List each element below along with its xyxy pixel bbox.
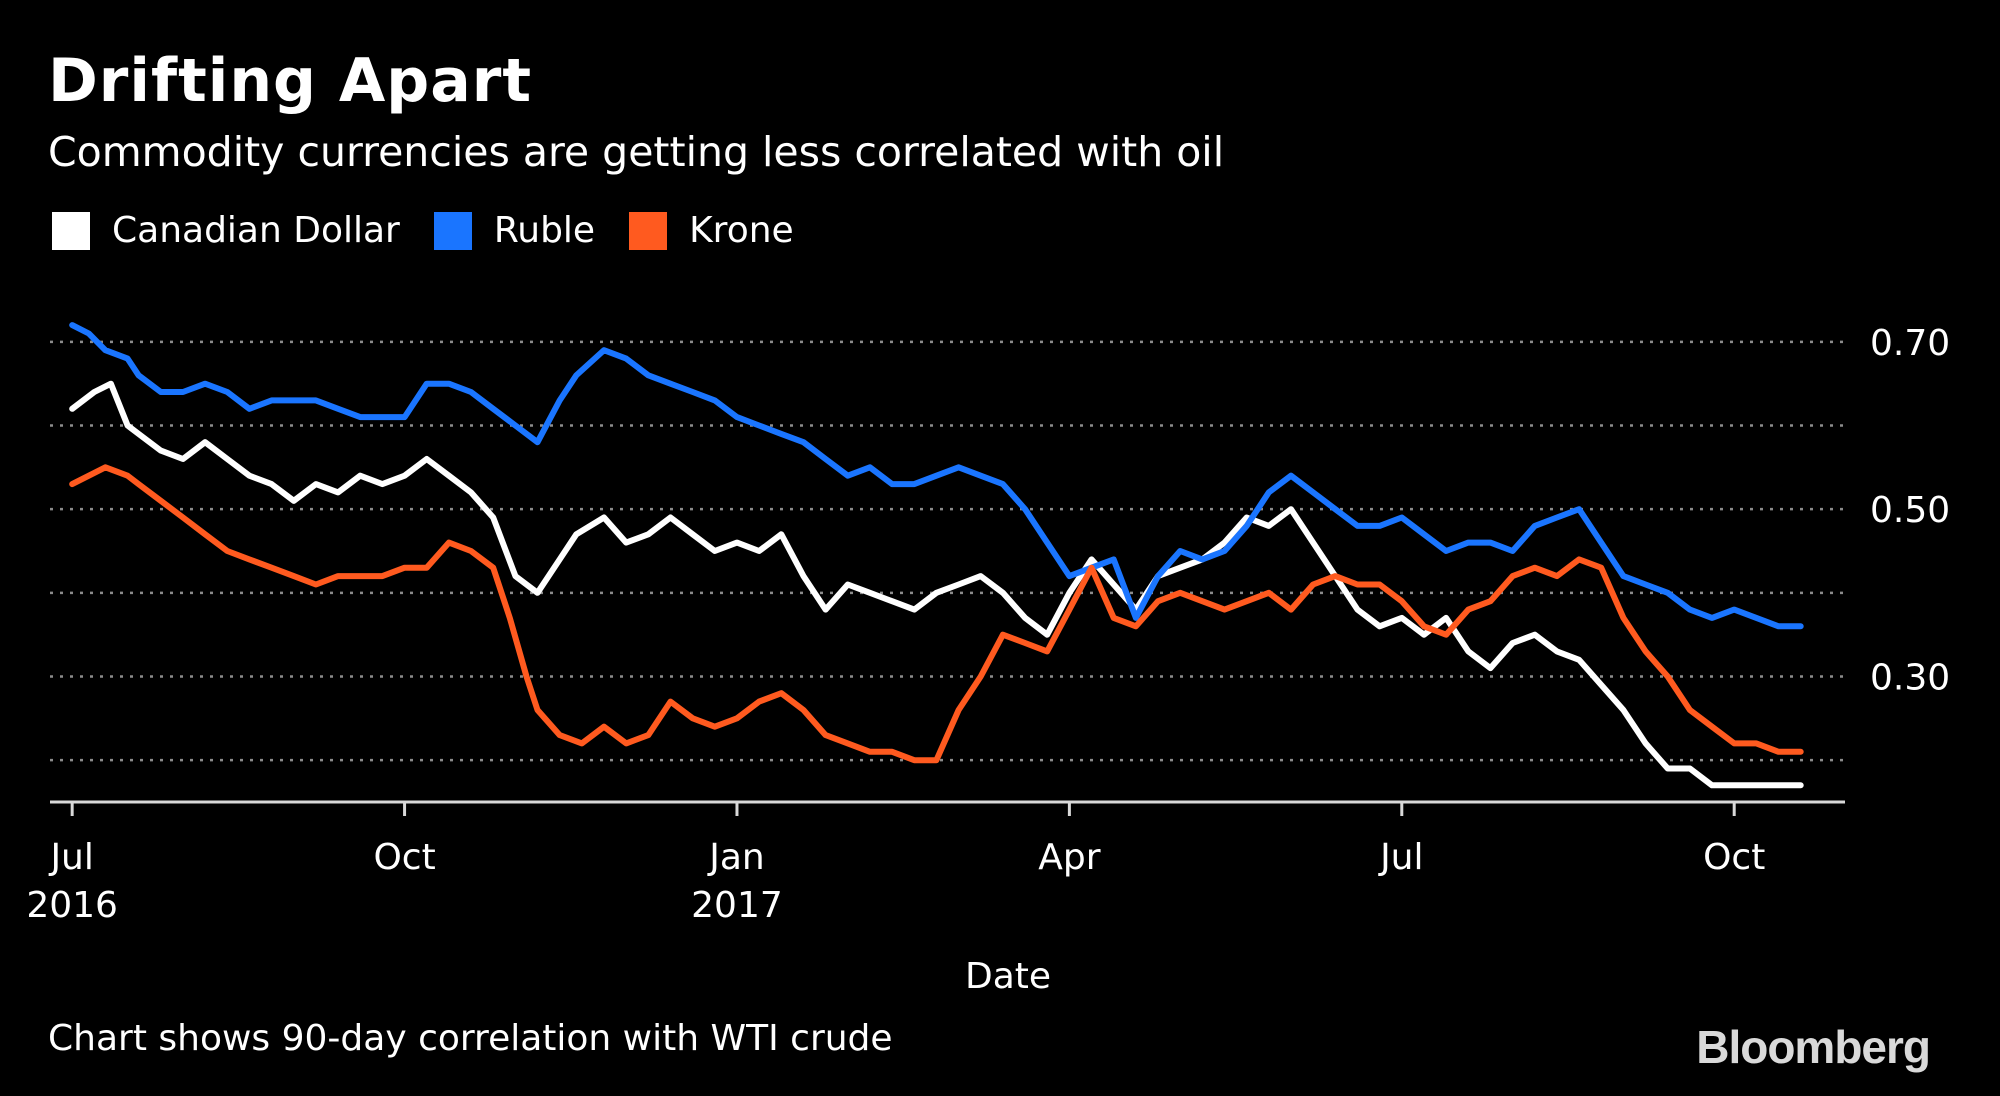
x-tick-label: Apr <box>1038 837 1100 878</box>
x-tick-label: Jul <box>48 837 93 878</box>
x-tick-sublabel: 2016 <box>26 885 118 926</box>
legend: Canadian Dollar Ruble Krone <box>52 210 828 251</box>
chart-subtitle: Commodity currencies are getting less co… <box>48 128 1225 176</box>
chart-title: Drifting Apart <box>48 46 533 116</box>
y-axis-labels: 0.70 0.50 0.30 <box>1870 323 1950 699</box>
legend-item-ruble: Ruble <box>433 210 596 251</box>
x-axis-label: Date <box>965 956 1051 997</box>
x-tick-label: Oct <box>373 837 435 878</box>
x-tick-label: Oct <box>1703 837 1765 878</box>
legend-label-krone: Krone <box>689 210 794 251</box>
y-tick-label: 0.30 <box>1870 658 1950 699</box>
series-line-canadian-dollar <box>69 380 1804 789</box>
series-lines <box>69 322 1804 789</box>
footnote: Chart shows 90-day correlation with WTI … <box>48 1018 893 1059</box>
y-tick-label: 0.50 <box>1870 490 1950 531</box>
series-line-ruble <box>69 322 1804 630</box>
legend-label-ruble: Ruble <box>493 210 596 251</box>
x-axis: Jul 2016 Oct Jan 2017 Apr Jul Oct <box>26 800 1845 926</box>
series-line-krone <box>69 464 1804 764</box>
y-tick-label: 0.70 <box>1870 323 1950 364</box>
bloomberg-logo: Bloomberg <box>1696 1021 1931 1073</box>
legend-label-cad: Canadian Dollar <box>112 210 400 251</box>
x-tick-label: Jan <box>707 837 765 878</box>
legend-item-krone: Krone <box>629 210 794 251</box>
legend-swatch-cad <box>52 211 90 250</box>
legend-swatch-ruble <box>433 211 472 250</box>
x-tick-label: Jul <box>1378 837 1423 878</box>
legend-swatch-krone <box>629 211 668 250</box>
legend-item-cad: Canadian Dollar <box>52 210 400 251</box>
x-tick-sublabel: 2017 <box>691 885 783 926</box>
